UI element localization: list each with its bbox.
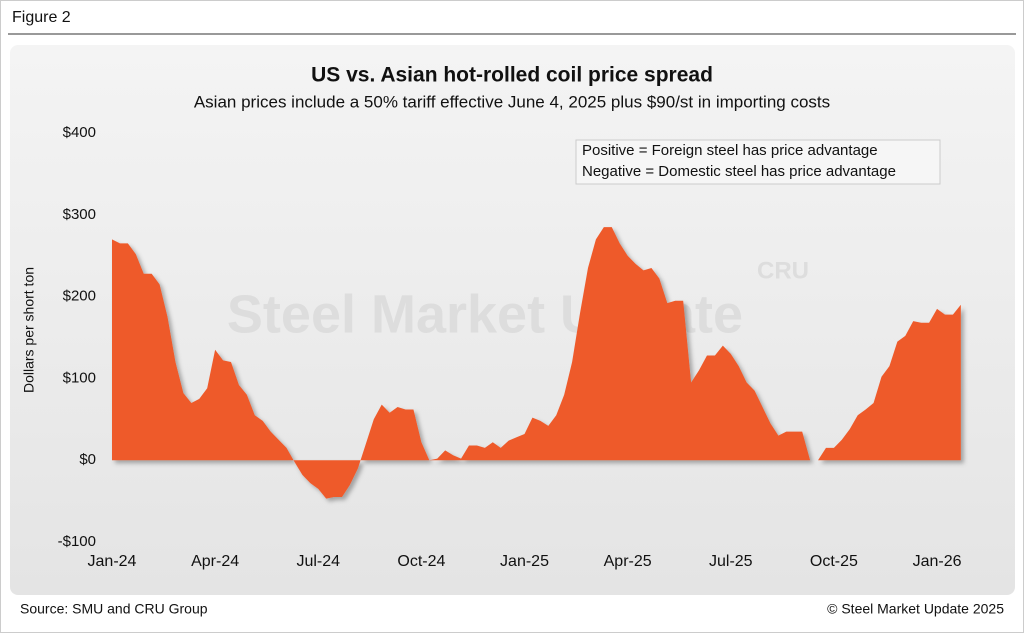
chart-title: US vs. Asian hot-rolled coil price sprea…	[311, 64, 713, 87]
source: Source: SMU and CRU Group	[20, 601, 208, 617]
x-tick-label: Jul-24	[296, 553, 340, 570]
annotation: Negative = Domestic steel has price adva…	[582, 163, 896, 180]
x-tick-label: Jan-24	[88, 553, 137, 570]
copyright: © Steel Market Update 2025	[827, 601, 1004, 617]
x-tick-label: Jul-25	[709, 553, 753, 570]
y-axis-label: Dollars per short ton	[21, 267, 37, 393]
y-tick-label: $300	[63, 206, 96, 223]
x-tick-label: Jan-25	[500, 553, 549, 570]
y-tick-label: $200	[63, 288, 96, 305]
x-tick-label: Apr-25	[604, 553, 652, 570]
x-tick-label: Oct-24	[397, 553, 445, 570]
y-tick-label: $0	[79, 451, 96, 468]
x-tick-label: Apr-24	[191, 553, 239, 570]
chart-subtitle: Asian prices include a 50% tariff effect…	[194, 92, 830, 111]
area	[112, 227, 961, 499]
x-tick-label: Oct-25	[810, 553, 858, 570]
x-tick-label: Jan-26	[913, 553, 962, 570]
y-tick-label: -$100	[58, 533, 96, 550]
y-tick-label: $400	[63, 124, 96, 141]
annotation: Positive = Foreign steel has price advan…	[582, 142, 878, 159]
legend-box	[575, 139, 941, 185]
figure-label: Figure 2	[12, 9, 71, 26]
y-tick-label: $100	[63, 369, 96, 386]
watermark: CRU	[757, 257, 809, 284]
